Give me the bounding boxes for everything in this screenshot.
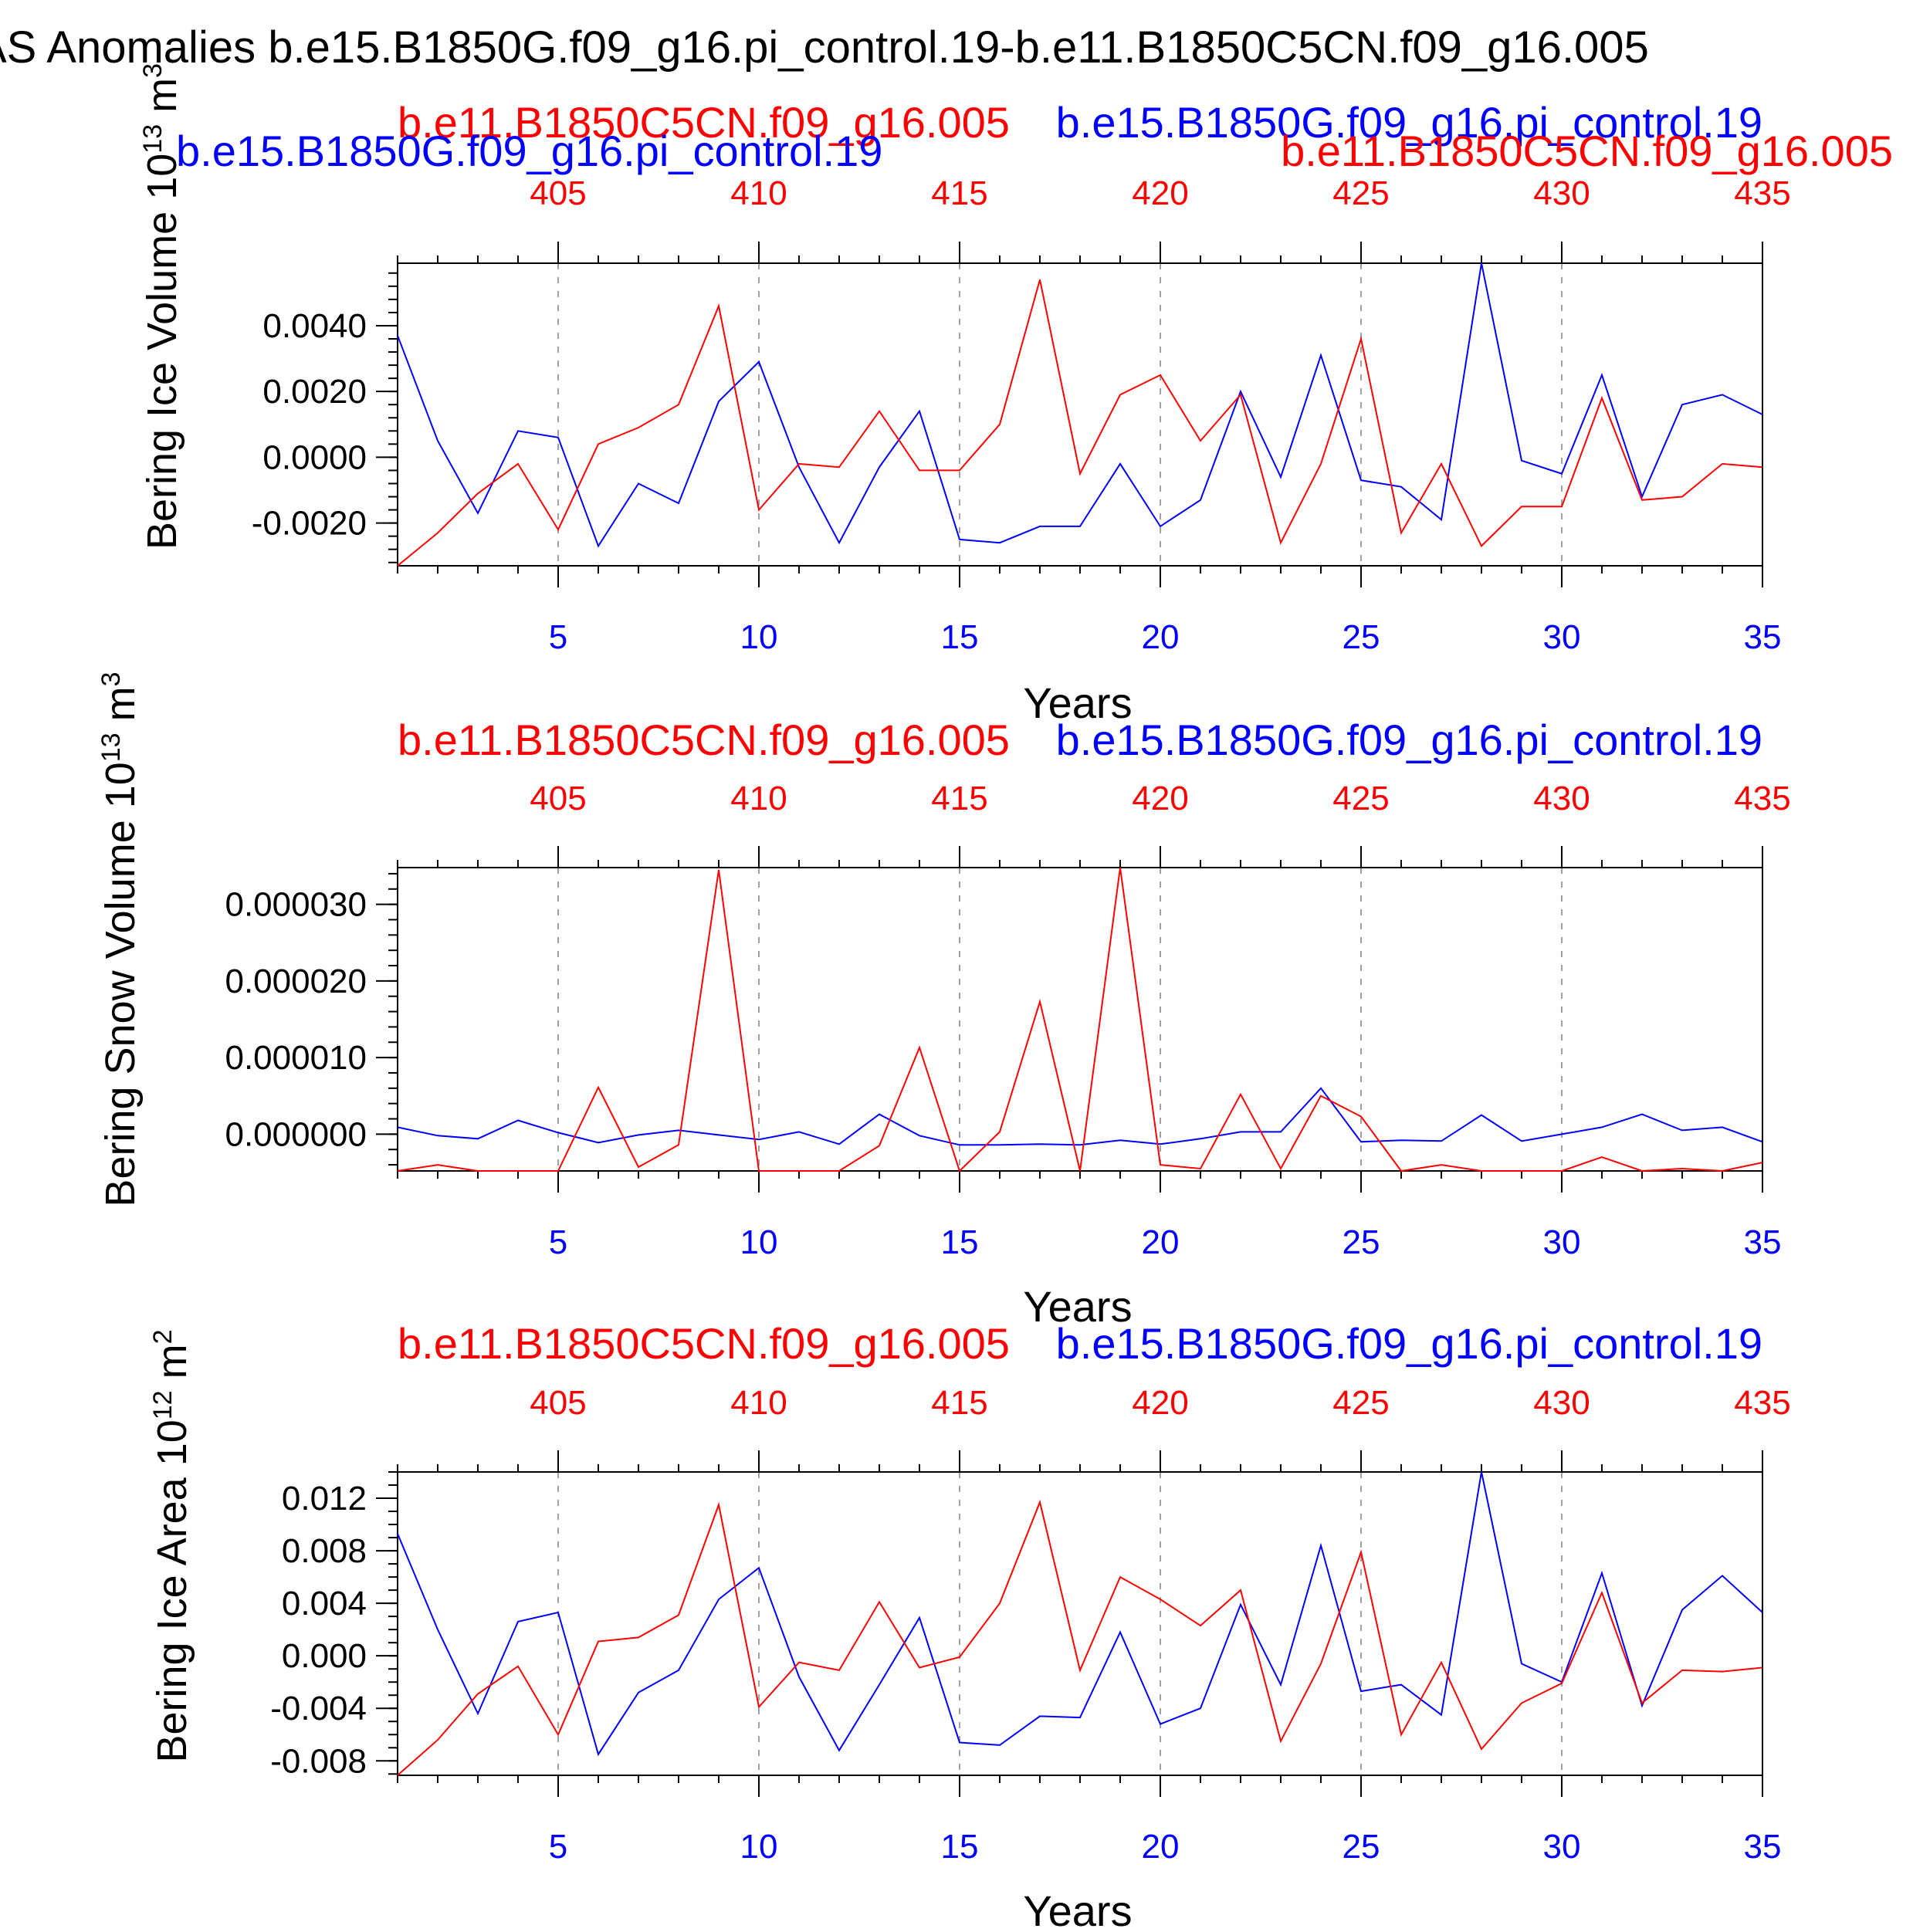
ice-volume-chart: b.e11.B1850C5CN.f09_g16.005 b.e15.B1850G.… (176, 98, 1893, 727)
snow-volume-y-axis-title-unit-exp: 3 (96, 672, 126, 687)
ice-volume-y-tick-label: 0.0000 (262, 438, 367, 476)
ice-area-y-tick-label: 0.008 (282, 1532, 367, 1570)
snow-volume-chart: b.e11.B1850C5CN.f09_g16.005 b.e15.B1850G.… (225, 716, 1790, 1331)
ice-volume-y-axis-title-text: Bering Ice Volume 10 (139, 153, 185, 550)
ice-area-y-tick-label: 0.004 (282, 1585, 367, 1622)
ice-volume-y-axis-title-unit: m (139, 77, 185, 124)
ice-area-y-axis-title-text: Bering Ice Area 10 (149, 1419, 195, 1763)
snow-volume-series-blue-line (397, 1087, 1763, 1146)
snow-volume-top-title-red: b.e11.B1850C5CN.f09_g16.005 (398, 716, 1010, 764)
ice-area-y-tick-label: 0.012 (282, 1480, 367, 1518)
snow-volume-top-tick-label: 430 (1533, 780, 1590, 817)
snow-volume-y-axis-title: Bering Snow Volume 1013 m3 (96, 553, 144, 1325)
snow-volume-x-tick-label: 20 (1142, 1223, 1180, 1261)
ice-volume-x-tick-label: 5 (549, 618, 567, 656)
ice-volume-top-tick-label: 405 (530, 174, 586, 212)
snow-volume-y-tick-label: 0.000020 (225, 963, 367, 1000)
ice-area-y-axis-title-exp: 12 (148, 1390, 178, 1420)
ice-area-chart: b.e11.B1850C5CN.f09_g16.005 b.e15.B1850G.… (270, 1319, 1790, 1930)
ice-area-x-tick-label: 35 (1744, 1828, 1782, 1866)
snow-volume-y-axis-title-text: Bering Snow Volume 10 (97, 762, 144, 1207)
snow-volume-top-tick-label: 415 (931, 780, 987, 817)
ice-area-series-blue-line (397, 1471, 1763, 1757)
snow-volume-y-axis-title-unit: m (97, 686, 144, 733)
ice-volume-frame (397, 262, 1763, 567)
snow-volume-top-tick-label: 410 (730, 780, 787, 817)
ice-area-series-red-line (397, 1499, 1763, 1776)
main-title: AS Anomalies b.e15.B1850G.f09_g16.pi_con… (0, 22, 1649, 73)
ice-volume-x-tick-label: 25 (1343, 618, 1380, 656)
ice-area-y-axis-title-unit-exp: 2 (148, 1329, 178, 1345)
ice-volume-y-axis-title-unit-exp: 3 (138, 63, 168, 78)
ice-volume-x-tick-label: 10 (740, 618, 778, 656)
ice-area-x-tick-label: 15 (941, 1828, 979, 1866)
ice-area-top-tick-label: 435 (1734, 1384, 1790, 1422)
snow-volume-x-tick-label: 15 (941, 1223, 979, 1261)
snow-volume-x-axis-title: Years (1023, 1282, 1132, 1331)
ice-area-top-tick-label: 430 (1533, 1384, 1590, 1422)
ice-volume-y-tick-label: -0.0020 (252, 505, 367, 543)
ice-volume-x-tick-label: 35 (1744, 618, 1782, 656)
ice-area-x-tick-label: 5 (549, 1828, 567, 1866)
ice-area-y-axis-title-unit: m (149, 1344, 195, 1391)
snow-volume-x-tick-label: 35 (1744, 1223, 1782, 1261)
ice-area-y-axis-title: Bering Ice Area 1012 m2 (148, 1160, 196, 1932)
snow-volume-top-title-blue: b.e15.B1850G.f09_g16.pi_control.19 (1056, 716, 1762, 764)
snow-volume-y-tick-label: 0.000010 (225, 1039, 367, 1077)
snow-volume-x-tick-label: 25 (1343, 1223, 1380, 1261)
ice-volume-top-title-red: b.e11.B1850C5CN.f09_g16.005 (398, 98, 1010, 147)
ice-volume-top-tick-label: 415 (931, 174, 987, 212)
ice-volume-top-tick-label: 430 (1533, 174, 1590, 212)
snow-volume-x-tick-label: 5 (549, 1223, 567, 1261)
ice-area-top-tick-label: 405 (530, 1384, 586, 1422)
ice-volume-series-red-line (397, 279, 1763, 567)
snow-volume-top-tick-label: 425 (1332, 780, 1389, 817)
ice-volume-x-tick-label: 20 (1142, 618, 1180, 656)
snow-volume-x-tick-label: 10 (740, 1223, 778, 1261)
ice-area-x-tick-label: 10 (740, 1828, 778, 1866)
ice-volume-top-tick-label: 420 (1132, 174, 1188, 212)
ice-volume-y-tick-label: 0.0020 (262, 373, 367, 411)
ice-volume-x-tick-label: 30 (1543, 618, 1581, 656)
ice-area-y-tick-label: -0.008 (270, 1742, 367, 1780)
ice-volume-y-tick-label: 0.0040 (262, 307, 367, 345)
ice-area-top-tick-label: 410 (730, 1384, 787, 1422)
snow-volume-y-axis-title-exp: 13 (96, 733, 126, 763)
ice-volume-y-axis-title-exp: 13 (138, 123, 168, 154)
ice-area-top-title-blue: b.e15.B1850G.f09_g16.pi_control.19 (1056, 1319, 1762, 1368)
ice-area-top-tick-label: 420 (1132, 1384, 1188, 1422)
snow-volume-frame (397, 867, 1763, 1172)
ice-area-frame (397, 1471, 1763, 1776)
ice-area-top-tick-label: 415 (931, 1384, 987, 1422)
snow-volume-x-tick-label: 30 (1543, 1223, 1581, 1261)
ice-volume-top-tick-label: 410 (730, 174, 787, 212)
ice-area-y-tick-label: 0.000 (282, 1637, 367, 1675)
snow-volume-y-tick-label: 0.000000 (225, 1115, 367, 1153)
ice-area-top-title-red: b.e11.B1850C5CN.f09_g16.005 (398, 1319, 1010, 1368)
ice-volume-top-title-blue: b.e15.B1850G.f09_g16.pi_control.19 (1056, 98, 1762, 147)
snow-volume-top-tick-label: 435 (1734, 780, 1790, 817)
ice-area-y-tick-label: -0.004 (270, 1690, 367, 1727)
snow-volume-top-tick-label: 405 (530, 780, 586, 817)
ice-area-x-tick-label: 30 (1543, 1828, 1581, 1866)
snow-volume-series-red-line (397, 867, 1763, 1172)
ice-area-x-axis-title: Years (1023, 1886, 1132, 1930)
snow-volume-top-tick-label: 420 (1132, 780, 1188, 817)
ice-volume-series-blue-line (397, 262, 1763, 548)
ice-volume-top-tick-label: 425 (1332, 174, 1389, 212)
ice-area-x-tick-label: 25 (1343, 1828, 1380, 1866)
ice-volume-overlay-title-red: b.e11.B1850C5CN.f09_g16.005 (1281, 127, 1893, 175)
ice-area-x-tick-label: 20 (1142, 1828, 1180, 1866)
snow-volume-y-tick-label: 0.000030 (225, 886, 367, 924)
ice-volume-x-axis-title: Years (1023, 678, 1132, 727)
ice-area-top-tick-label: 425 (1332, 1384, 1389, 1422)
ice-volume-y-axis-title: Bering Ice Volume 1013 m3 (138, 0, 186, 692)
ice-volume-top-tick-label: 435 (1734, 174, 1790, 212)
ice-volume-overlay-title-blue: b.e15.B1850G.f09_g16.pi_control.19 (176, 127, 882, 175)
ice-volume-x-tick-label: 15 (941, 618, 979, 656)
